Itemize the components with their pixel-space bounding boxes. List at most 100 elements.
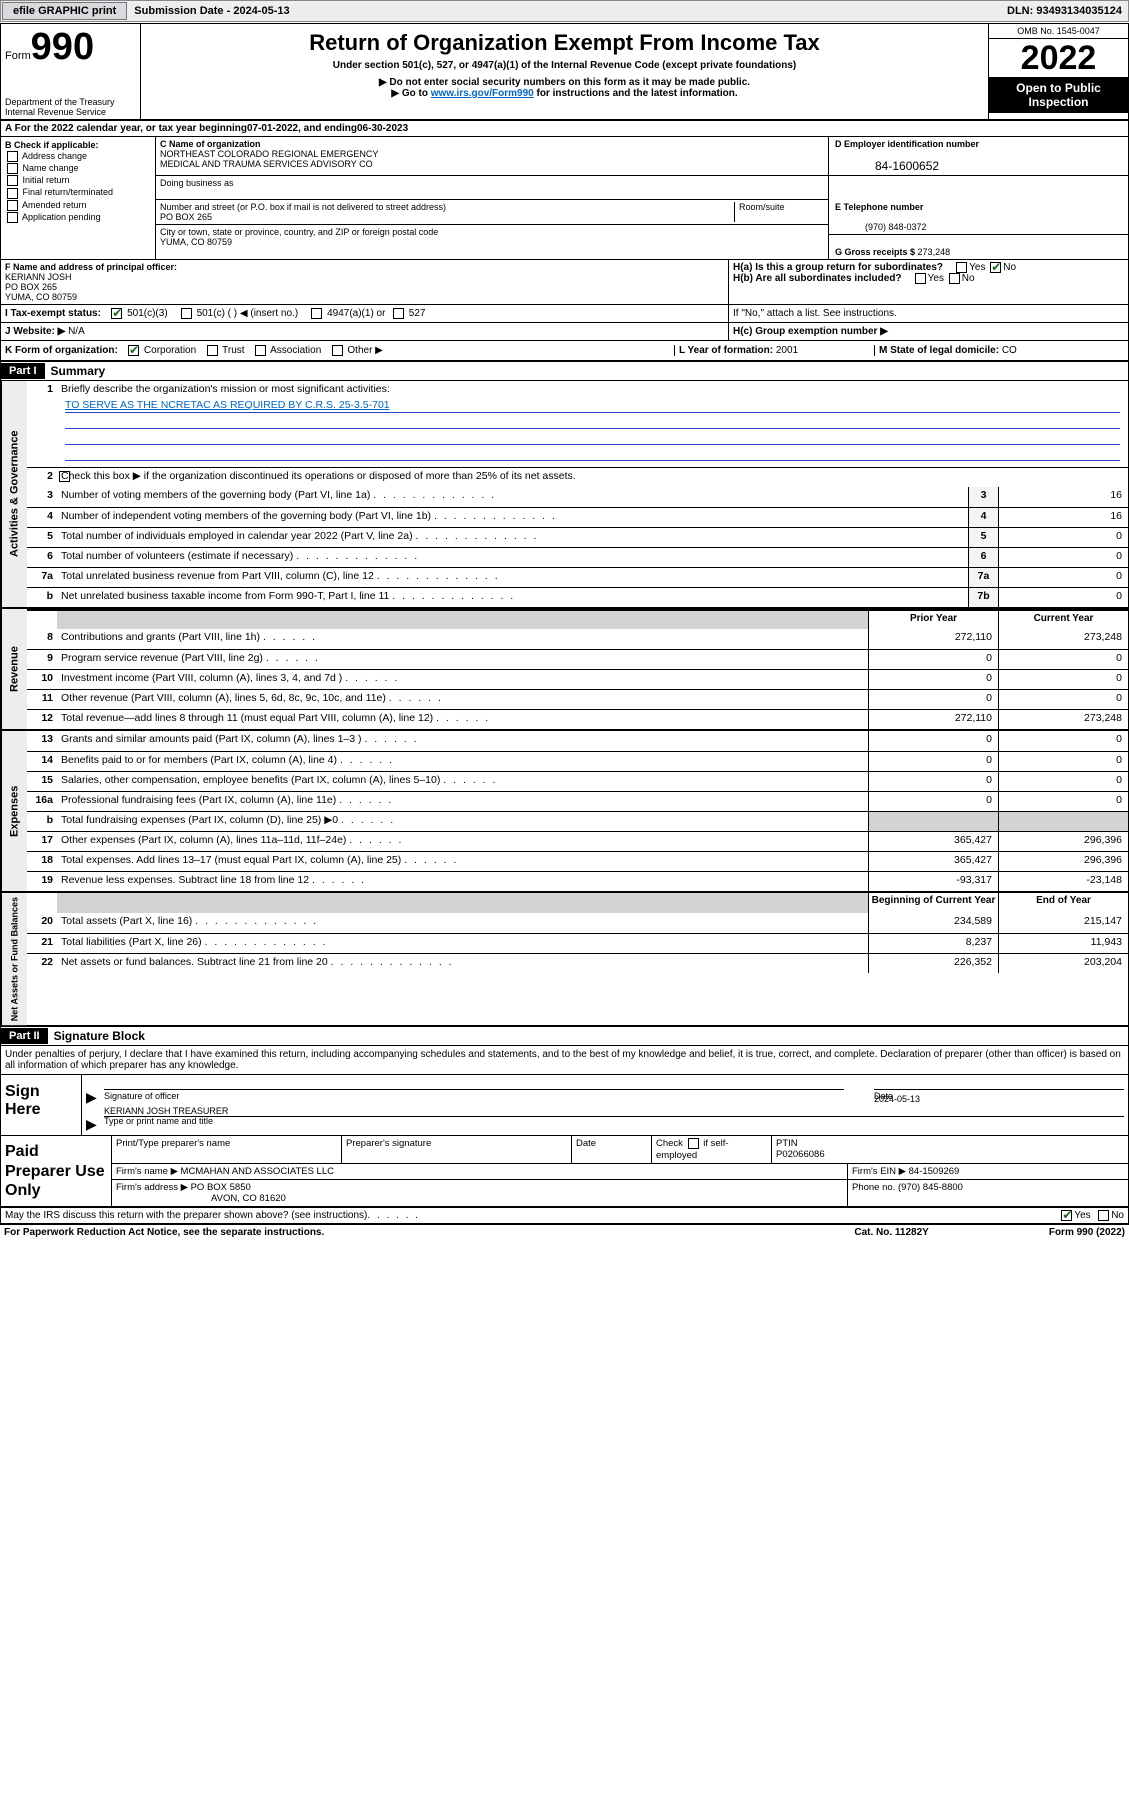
summary-line: 9Program service revenue (Part VIII, lin… [27, 649, 1128, 669]
firm-name-cell: Firm's name ▶ MCMAHAN AND ASSOCIATES LLC [112, 1164, 848, 1179]
checkbox-501c3[interactable] [111, 308, 122, 319]
sign-here-label: Sign Here [1, 1075, 81, 1135]
summary-line: 10Investment income (Part VIII, column (… [27, 669, 1128, 689]
part-ii-header: Part II Signature Block [1, 1027, 1128, 1046]
end-year-header: End of Year [998, 893, 1128, 913]
signature-block: Under penalties of perjury, I declare th… [1, 1046, 1128, 1136]
form-990-container: Form990 Department of the Treasury Inter… [0, 23, 1129, 1225]
checkbox-name-change[interactable] [7, 163, 18, 174]
checkbox-discuss-no[interactable] [1098, 1210, 1109, 1221]
prior-year-header: Prior Year [868, 611, 998, 629]
summary-line: 20Total assets (Part X, line 16) 234,589… [27, 913, 1128, 933]
note-ssn: ▶ Do not enter social security numbers o… [147, 77, 982, 88]
note-website: ▶ Go to www.irs.gov/Form990 for instruct… [147, 88, 982, 99]
state-domicile: M State of legal domicile: CO [874, 345, 1124, 356]
form-title: Return of Organization Exempt From Incom… [147, 30, 982, 56]
summary-line: 16aProfessional fundraising fees (Part I… [27, 791, 1128, 811]
checkbox-final-return[interactable] [7, 188, 18, 199]
ein-block: D Employer identification number 84-1600… [828, 137, 1128, 176]
row-a-tax-year: A For the 2022 calendar year, or tax yea… [1, 121, 1128, 137]
expenses-section: Expenses 13Grants and similar amounts pa… [1, 731, 1128, 893]
checkbox-501c[interactable] [181, 308, 192, 319]
catalog-number: Cat. No. 11282Y [854, 1227, 928, 1238]
checkbox-hb-no[interactable] [949, 273, 960, 284]
summary-line: 21Total liabilities (Part X, line 26) 8,… [27, 933, 1128, 953]
part-i-header: Part I Summary [1, 362, 1128, 381]
summary-line: 12Total revenue—add lines 8 through 11 (… [27, 709, 1128, 729]
summary-line: 11Other revenue (Part VIII, column (A), … [27, 689, 1128, 709]
form-subtitle: Under section 501(c), 527, or 4947(a)(1)… [147, 60, 982, 71]
row-i-tax-status: I Tax-exempt status: 501(c)(3) 501(c) ( … [1, 305, 1128, 323]
summary-line: 6Total number of volunteers (estimate if… [27, 547, 1128, 567]
prep-name-header: Print/Type preparer's name [112, 1136, 342, 1162]
net-assets-section: Net Assets or Fund Balances Beginning of… [1, 893, 1128, 1027]
irs-label: Internal Revenue Service [5, 107, 136, 117]
submission-date-label: Submission Date - 2024-05-13 [128, 3, 295, 19]
mission-text-link[interactable]: TO SERVE AS THE NCRETAC AS REQUIRED BY C… [65, 399, 390, 411]
ptin-cell: PTINP02066086 [772, 1136, 1128, 1162]
firm-address-cell: Firm's address ▶ PO BOX 5850 AVON, CO 81… [112, 1180, 848, 1206]
dln-label: DLN: 93493134035124 [1001, 3, 1128, 19]
vtab-netassets: Net Assets or Fund Balances [1, 893, 27, 1025]
prep-selfemp: Check if self-employed [652, 1136, 772, 1162]
summary-line: 7aTotal unrelated business revenue from … [27, 567, 1128, 587]
checkbox-hb-yes[interactable] [915, 273, 926, 284]
checkbox-amended-return[interactable] [7, 200, 18, 211]
paid-preparer-block: Paid Preparer Use Only Print/Type prepar… [1, 1136, 1128, 1208]
form-number: Form990 [5, 26, 136, 69]
room-suite: Room/suite [734, 202, 824, 222]
checkbox-application-pending[interactable] [7, 212, 18, 223]
name-arrow-icon: ▶ [86, 1116, 104, 1133]
omb-number: OMB No. 1545-0047 [989, 24, 1128, 39]
open-inspection-badge: Open to Public Inspection [989, 77, 1128, 113]
prep-date-header: Date [572, 1136, 652, 1162]
checkbox-self-employed[interactable] [688, 1138, 699, 1149]
row-k-form-org: K Form of organization: Corporation Trus… [1, 341, 1128, 362]
pra-notice: For Paperwork Reduction Act Notice, see … [4, 1227, 324, 1238]
checkbox-discuss-yes[interactable] [1061, 1210, 1072, 1221]
summary-line: 19Revenue less expenses. Subtract line 1… [27, 871, 1128, 891]
footer-bar: For Paperwork Reduction Act Notice, see … [0, 1225, 1129, 1240]
irs-form990-link[interactable]: www.irs.gov/Form990 [431, 88, 534, 99]
governance-section: Activities & Governance 1 Briefly descri… [1, 381, 1128, 609]
prep-sig-header: Preparer's signature [342, 1136, 572, 1162]
vtab-revenue: Revenue [1, 609, 27, 729]
checkbox-trust[interactable] [207, 345, 218, 356]
principal-officer: F Name and address of principal officer:… [1, 260, 728, 304]
dba-block: Doing business as [156, 176, 828, 200]
checkbox-address-change[interactable] [7, 151, 18, 162]
top-toolbar: efile GRAPHIC print Submission Date - 20… [0, 0, 1129, 22]
checkbox-assoc[interactable] [255, 345, 266, 356]
summary-line: bNet unrelated business taxable income f… [27, 587, 1128, 607]
dept-treasury: Department of the Treasury [5, 97, 136, 107]
perjury-statement: Under penalties of perjury, I declare th… [1, 1046, 1128, 1075]
summary-line: 15Salaries, other compensation, employee… [27, 771, 1128, 791]
checkbox-4947[interactable] [311, 308, 322, 319]
efile-print-button[interactable]: efile GRAPHIC print [2, 2, 127, 20]
revenue-section: Revenue Prior Year Current Year 8Contrib… [1, 609, 1128, 731]
vtab-expenses: Expenses [1, 731, 27, 891]
irs-discuss-row: May the IRS discuss this return with the… [1, 1208, 1128, 1224]
summary-line: 13Grants and similar amounts paid (Part … [27, 731, 1128, 751]
col-b-checkboxes: B Check if applicable: Address change Na… [1, 137, 156, 259]
checkbox-corp[interactable] [128, 345, 139, 356]
hb-note: If "No," attach a list. See instructions… [728, 305, 1128, 322]
tax-year: 2022 [989, 39, 1128, 77]
checkbox-initial-return[interactable] [7, 175, 18, 186]
firm-phone-cell: Phone no. (970) 845-8800 [848, 1180, 1128, 1206]
summary-line: 22Net assets or fund balances. Subtract … [27, 953, 1128, 973]
summary-line: 18Total expenses. Add lines 13–17 (must … [27, 851, 1128, 871]
org-name-block: C Name of organization NORTHEAST COLORAD… [156, 137, 828, 176]
group-return-block: H(a) Is this a group return for subordin… [728, 260, 1128, 304]
checkbox-discontinued[interactable] [59, 471, 70, 482]
officer-name-title: KERIANN JOSH TREASURER Type or print nam… [104, 1116, 1124, 1133]
summary-line: bTotal fundraising expenses (Part IX, co… [27, 811, 1128, 831]
checkbox-other[interactable] [332, 345, 343, 356]
checkbox-ha-no[interactable] [990, 262, 1001, 273]
summary-line: 5Total number of individuals employed in… [27, 527, 1128, 547]
current-year-header: Current Year [998, 611, 1128, 629]
summary-line: 14Benefits paid to or for members (Part … [27, 751, 1128, 771]
checkbox-ha-yes[interactable] [956, 262, 967, 273]
summary-line: 8Contributions and grants (Part VIII, li… [27, 629, 1128, 649]
checkbox-527[interactable] [393, 308, 404, 319]
